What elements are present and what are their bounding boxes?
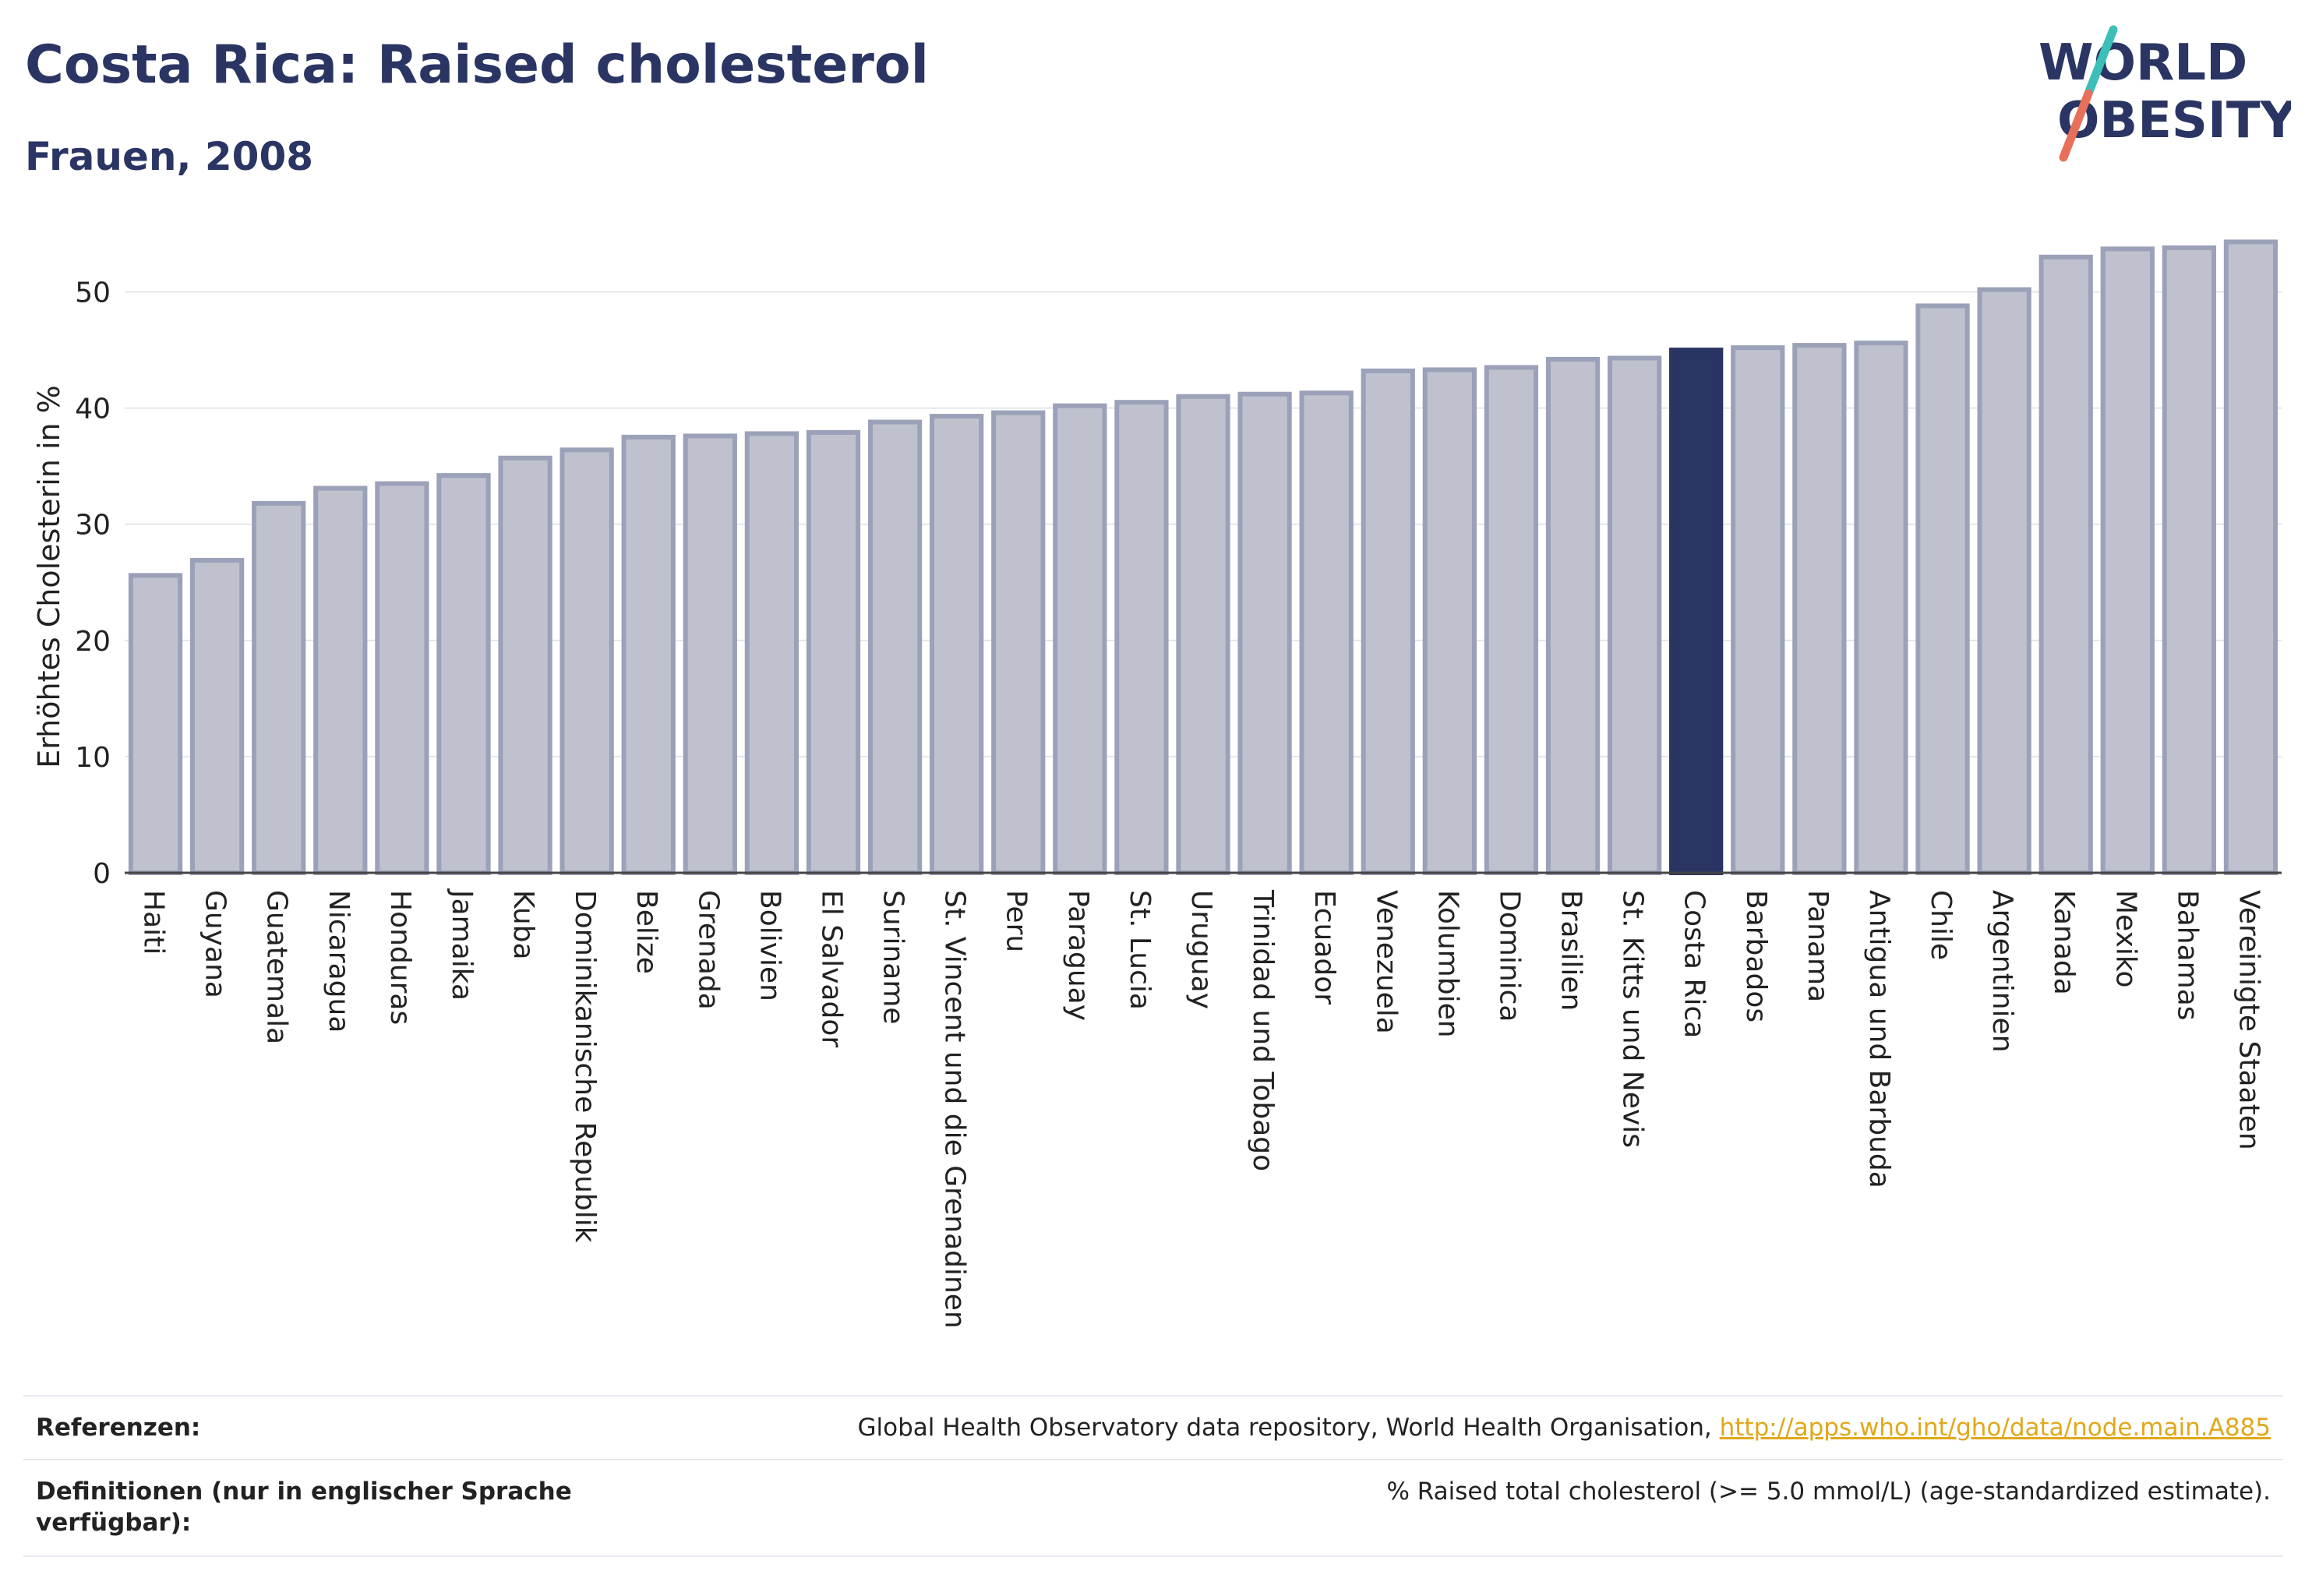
x-tick-label: Uruguay [1185,890,1217,1009]
y-axis-label: Erhöhtes Cholesterin in % [32,385,66,768]
bar [128,573,183,875]
bar [2038,254,2093,875]
bar [2100,246,2155,875]
y-tick-label: 50 [75,277,111,309]
y-tick-label: 0 [93,858,111,890]
bar [930,414,984,875]
y-tick-label: 40 [75,394,111,425]
bar [436,473,491,875]
bar [375,481,429,876]
x-tick-label: Vereinigte Staaten [2233,890,2264,1150]
x-tick-label: St. Vincent und die Grenadinen [939,890,971,1329]
bar [1299,390,1354,876]
x-tick-label: Peru [1001,890,1032,952]
bar [1361,368,1415,876]
x-tick-label: Brasilien [1555,890,1587,1011]
x-tick-label: Kuba [507,890,539,960]
y-tick-label: 30 [75,510,111,542]
bar [1607,355,1662,875]
bar [991,410,1046,875]
references-value: Global Health Observatory data repositor… [858,1412,2271,1443]
bar [1731,345,1785,876]
x-tick-label: St. Lucia [1124,890,1156,1010]
world-obesity-logo: WORLD OBESITY [2038,25,2291,162]
definitions-label: Definitionen (nur in englischer Sprache … [36,1476,572,1538]
bar [744,431,800,875]
x-tick-label: Dominica [1493,890,1525,1022]
bar [1422,367,1477,876]
bar [2223,239,2279,876]
references-label: Referenzen: [36,1414,201,1442]
bars [128,239,2279,876]
x-tick-label: Trinidad und Tobago [1247,889,1279,1171]
references-link[interactable]: http://apps.who.int/gho/data/node.main.A… [1719,1414,2271,1442]
bar [2162,245,2217,875]
references-text: Global Health Observatory data repositor… [857,1414,1720,1442]
x-tick-labels: Haiti Guyana Guatemala Nicaragua Honduras Jam… [138,888,2265,1329]
x-tick-label: Bolivien [754,890,785,1001]
definitions-label-line1: Definitionen (nur in englischer Sprache [36,1478,572,1506]
chart-subtitle: Frauen, 2008 [25,134,314,179]
logo-line-world: WORLD [2038,34,2247,92]
x-tick-label: Haiti [138,890,170,955]
bar [252,500,306,876]
x-tick-label: Barbados [1740,890,1772,1022]
x-tick-label: Argentinien [1986,890,2018,1053]
x-tick-label: Belize [630,890,662,974]
y-tick-label: 20 [75,626,111,658]
bar [1237,391,1292,875]
footer-divider [23,1555,2283,1557]
bar [1977,287,2031,875]
x-tick-label: Ecuador [1308,890,1340,1005]
bar [1792,343,1847,875]
x-tick-label: St. Kitts und Nevis [1617,890,1649,1148]
x-tick-label: Venezuela [1370,890,1402,1034]
definitions-value: % Raised total cholesterol (>= 5.0 mmol/… [1386,1478,2271,1506]
y-tick-labels: 0 10 20 30 40 50 [75,277,111,890]
x-tick-label: El Salvador [815,890,847,1047]
bar [1176,394,1230,875]
x-tick-label: Costa Rica [1678,890,1710,1038]
bar [313,486,368,875]
x-tick-label: Nicaragua [323,890,355,1033]
x-tick-label: Jamaika [446,888,478,1001]
bar [1915,303,1970,876]
x-tick-label: Kolumbien [1431,890,1463,1038]
x-tick-label: Panama [1802,890,1834,1002]
x-tick-label: Honduras [384,890,416,1025]
logo-line-obesity: OBESITY [2057,92,2291,150]
x-tick-label: Dominikanische Republik [569,890,601,1243]
logo-slash-top [2084,25,2118,98]
x-tick-label: Guyana [199,890,231,998]
logo-slash-bottom [2059,89,2093,162]
bar [1484,365,1539,876]
bar [683,433,737,875]
footer-row-references: Referenzen: Global Health Observatory da… [23,1395,2283,1459]
bar [806,429,861,875]
x-tick-label: Suriname [877,890,909,1025]
bar [498,455,552,875]
bar-chart: 0 10 20 30 40 50 Haiti Guyana Guatemala Nicaragu… [32,239,2282,1329]
bar [559,447,614,875]
chart-title: Costa Rica: Raised cholesterol [25,34,929,96]
bar [1114,400,1169,875]
bar [1854,341,1908,875]
x-tick-label: Grenada [692,890,724,1010]
y-tick-label: 10 [75,742,111,774]
bar [621,434,676,875]
x-tick-label: Bahamas [2171,890,2203,1021]
bar-highlight [1669,348,1724,876]
bar [1053,403,1107,875]
definitions-label-line2: verfügbar): [36,1509,192,1537]
bar [867,419,923,875]
bar [189,557,245,875]
bar [1545,357,1601,875]
x-tick-label: Guatemala [261,890,293,1044]
x-tick-label: Mexiko [2109,890,2141,987]
x-tick-label: Paraguay [1062,890,1094,1021]
x-tick-label: Antigua und Barbuda [1863,890,1895,1188]
x-tick-label: Kanada [2048,890,2080,995]
footer-row-definitions: Definitionen (nur in englischer Sprache … [23,1459,2283,1554]
x-tick-label: Chile [1925,890,1957,960]
